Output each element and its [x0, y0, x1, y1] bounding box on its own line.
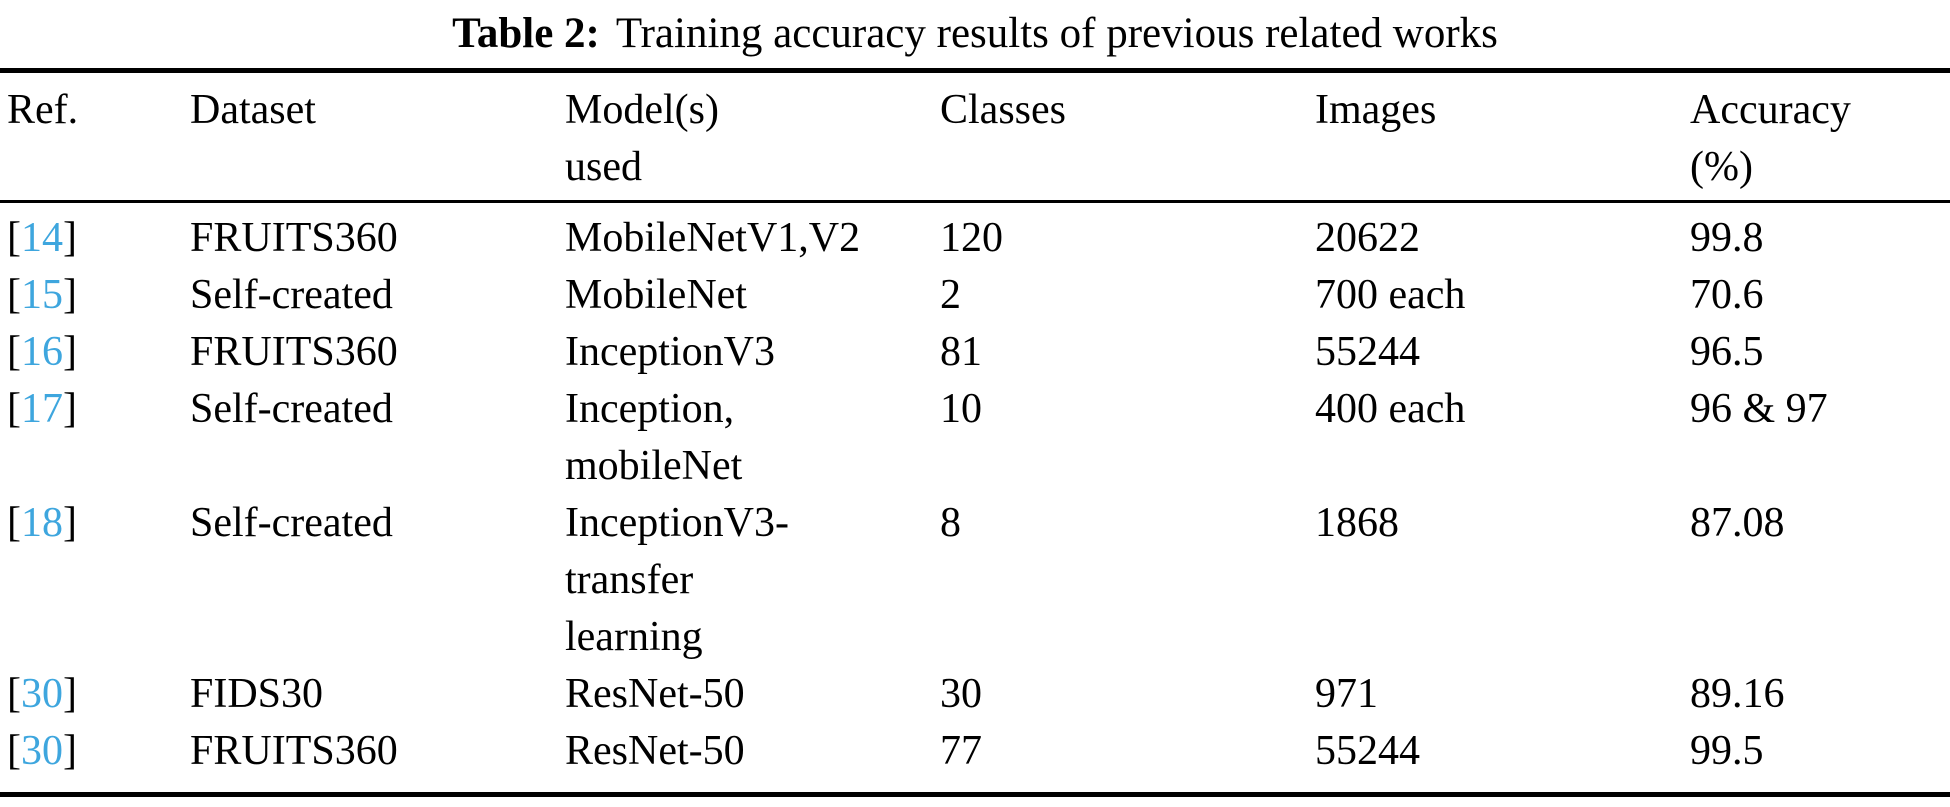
cell-classes: 8	[940, 500, 961, 546]
table-caption-label: Table 2:	[452, 10, 600, 57]
col-header-dataset: Dataset	[190, 70, 565, 203]
bracket-open: [	[7, 728, 21, 774]
model-line: InceptionV3-	[565, 500, 789, 546]
cell-dataset: Self-created	[190, 272, 393, 318]
cell-ref: [30]	[0, 666, 190, 723]
col-header-model-line2: used	[565, 144, 642, 190]
cell-accuracy: 89.16	[1690, 671, 1785, 717]
bracket-open: [	[7, 500, 21, 546]
bracket-open: [	[7, 272, 21, 318]
bracket-close: ]	[63, 728, 77, 774]
bracket-close: ]	[63, 386, 77, 432]
cell-images: 971	[1315, 671, 1378, 717]
table-header: Ref. Dataset Model(s) used Classes Image…	[0, 70, 1950, 203]
cell-accuracy: 99.8	[1690, 215, 1764, 261]
cell-dataset: FRUITS360	[190, 728, 398, 774]
cell-images: 55244	[1315, 728, 1420, 774]
bracket-close: ]	[63, 215, 77, 261]
model-line: ResNet-50	[565, 671, 745, 717]
bracket-open: [	[7, 329, 21, 375]
table-row: [17] Self-created Inception, mobileNet 1…	[0, 381, 1950, 495]
cell-model: ResNet-50	[565, 666, 940, 723]
cell-dataset: Self-created	[190, 500, 393, 546]
table-caption: Table 2: Training accuracy results of pre…	[0, 0, 1950, 68]
col-header-model: Model(s) used	[565, 70, 940, 203]
model-line: transfer	[565, 557, 694, 603]
citation-link[interactable]: 30	[21, 728, 63, 774]
cell-ref: [18]	[0, 495, 190, 666]
cell-ref: [17]	[0, 381, 190, 495]
table-row: [15] Self-created MobileNet 2 700 each 7…	[0, 267, 1950, 324]
cell-model: MobileNet	[565, 267, 940, 324]
cell-classes: 30	[940, 671, 982, 717]
bracket-close: ]	[63, 329, 77, 375]
cell-classes: 81	[940, 329, 982, 375]
citation-link[interactable]: 15	[21, 272, 63, 318]
cell-images: 700 each	[1315, 272, 1466, 318]
model-line: MobileNetV1,V2	[565, 215, 861, 261]
cell-dataset: FRUITS360	[190, 329, 398, 375]
cell-ref: [30]	[0, 723, 190, 795]
citation-link[interactable]: 17	[21, 386, 63, 432]
header-row: Ref. Dataset Model(s) used Classes Image…	[0, 70, 1950, 203]
table-row: [14] FRUITS360 MobileNetV1,V2 120 20622 …	[0, 202, 1950, 268]
model-line: Inception,	[565, 386, 735, 432]
bracket-open: [	[7, 671, 21, 717]
cell-ref: [14]	[0, 202, 190, 268]
bracket-close: ]	[63, 671, 77, 717]
col-header-model-line1: Model(s)	[565, 87, 719, 133]
cell-classes: 120	[940, 215, 1003, 261]
cell-model: ResNet-50	[565, 723, 940, 795]
cell-classes: 2	[940, 272, 961, 318]
model-line: InceptionV3	[565, 329, 775, 375]
table-row: [30] FRUITS360 ResNet-50 77 55244 99.5	[0, 723, 1950, 795]
col-header-images: Images	[1315, 70, 1690, 203]
cell-dataset: Self-created	[190, 386, 393, 432]
cell-classes: 77	[940, 728, 982, 774]
cell-accuracy: 99.5	[1690, 728, 1764, 774]
cell-images: 1868	[1315, 500, 1399, 546]
cell-accuracy: 87.08	[1690, 500, 1785, 546]
cell-model: InceptionV3- transfer learning	[565, 495, 940, 666]
cell-images: 400 each	[1315, 386, 1466, 432]
cell-model: InceptionV3	[565, 324, 940, 381]
bracket-open: [	[7, 215, 21, 261]
citation-link[interactable]: 16	[21, 329, 63, 375]
cell-dataset: FIDS30	[190, 671, 324, 717]
cell-accuracy: 96.5	[1690, 329, 1764, 375]
cell-accuracy: 96 & 97	[1690, 386, 1828, 432]
model-line: learning	[565, 614, 703, 660]
cell-images: 55244	[1315, 329, 1420, 375]
cell-model: MobileNetV1,V2	[565, 202, 940, 268]
col-header-ref: Ref.	[0, 70, 190, 203]
citation-link[interactable]: 18	[21, 500, 63, 546]
cell-images: 20622	[1315, 215, 1420, 261]
model-line: ResNet-50	[565, 728, 745, 774]
cell-ref: [15]	[0, 267, 190, 324]
table-row: [16] FRUITS360 InceptionV3 81 55244 96.5	[0, 324, 1950, 381]
col-header-accuracy-line2: (%)	[1690, 144, 1753, 190]
citation-link[interactable]: 14	[21, 215, 63, 261]
bracket-close: ]	[63, 272, 77, 318]
cell-classes: 10	[940, 386, 982, 432]
table-row: [30] FIDS30 ResNet-50 30 971 89.16	[0, 666, 1950, 723]
cell-accuracy: 70.6	[1690, 272, 1764, 318]
cell-dataset: FRUITS360	[190, 215, 398, 261]
col-header-accuracy-line1: Accuracy	[1690, 87, 1851, 133]
col-header-accuracy: Accuracy (%)	[1690, 70, 1950, 203]
bracket-open: [	[7, 386, 21, 432]
model-line: mobileNet	[565, 443, 743, 489]
cell-model: Inception, mobileNet	[565, 381, 940, 495]
citation-link[interactable]: 30	[21, 671, 63, 717]
cell-ref: [16]	[0, 324, 190, 381]
bracket-close: ]	[63, 500, 77, 546]
table-body: [14] FRUITS360 MobileNetV1,V2 120 20622 …	[0, 202, 1950, 795]
table-caption-text: Training accuracy results of previous re…	[615, 10, 1498, 57]
results-table: Ref. Dataset Model(s) used Classes Image…	[0, 68, 1950, 797]
model-line: MobileNet	[565, 272, 747, 318]
col-header-classes: Classes	[940, 70, 1315, 203]
table-row: [18] Self-created InceptionV3- transfer …	[0, 495, 1950, 666]
